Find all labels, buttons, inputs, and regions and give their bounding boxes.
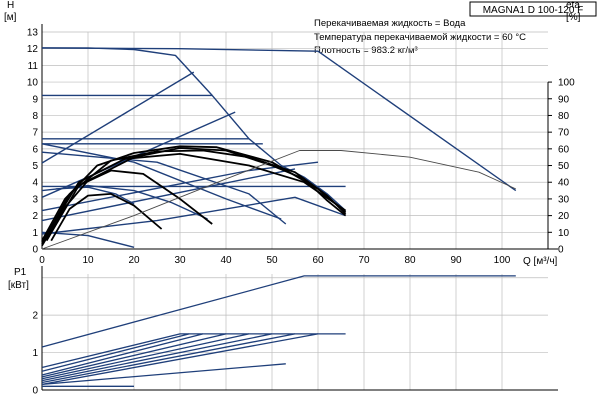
- qh-xtick-label: 90: [450, 255, 462, 266]
- qh-xtick-label: 60: [312, 255, 324, 266]
- qh-xlabel: Q [м³/ч]: [523, 256, 558, 267]
- qh-y2label-line1: eta: [566, 0, 580, 11]
- qh-y2tick-label: 20: [558, 211, 570, 222]
- qh-xtick-label: 70: [358, 255, 370, 266]
- qh-xtick-label: 10: [82, 255, 94, 266]
- p1-series-power-9: [41, 363, 286, 386]
- info-liquid: Перекачиваемая жидкость = Вода: [314, 18, 466, 29]
- qh-series-pump-13: [41, 184, 208, 220]
- qh-ytick-label: 5: [32, 161, 38, 172]
- qh-series-pump-2: [41, 71, 195, 164]
- qh-ytick-label: 11: [28, 61, 39, 72]
- qh-ytick-label: 1: [32, 228, 38, 239]
- p1-series-power-6: [41, 333, 273, 382]
- p1-ytick-label: 1: [32, 348, 38, 359]
- p1-series-power-0: [41, 275, 516, 348]
- qh-ytick-label: 4: [32, 178, 38, 189]
- qh-xtick-label: 100: [494, 255, 511, 266]
- qh-y2tick-label: 40: [558, 178, 570, 189]
- p1-series-power-7: [41, 333, 296, 384]
- qh-ytick-label: 7: [32, 128, 38, 139]
- p1-series-power-1: [41, 333, 346, 369]
- qh-y2tick-label: 60: [558, 144, 570, 155]
- qh-series-pump-1: [41, 47, 517, 192]
- qh-ytick-label: 13: [27, 28, 39, 39]
- qh-ytick-label: 0: [32, 245, 38, 256]
- qh-ytick-label: 6: [32, 144, 38, 155]
- qh-series-pump-11: [41, 143, 282, 220]
- qh-y2tick-label: 50: [558, 161, 570, 172]
- p1-series-power-8: [41, 333, 319, 386]
- qh-series-pump-14: [55, 186, 135, 205]
- qh-y2tick-label: 0: [558, 245, 564, 256]
- qh-ylabel-line2: [м]: [4, 12, 17, 23]
- p1-series-power-5: [41, 333, 250, 380]
- info-density: Плотность = 983.2 кг/м³: [314, 45, 418, 56]
- qh-xtick-label: 20: [128, 255, 140, 266]
- qh-ytick-label: 3: [32, 194, 38, 205]
- qh-ytick-label: 9: [32, 94, 38, 105]
- qh-y2tick-label: 80: [558, 111, 570, 122]
- qh-series-eta-20: [45, 169, 213, 242]
- qh-xtick-label: 40: [220, 255, 232, 266]
- model-label: MAGNA1 D 100-120 F: [483, 5, 584, 16]
- qh-y2tick-label: 30: [558, 194, 570, 205]
- qh-ytick-label: 10: [27, 78, 39, 89]
- info-temperature: Температура перекачиваемой жидкости = 60…: [314, 32, 526, 43]
- qh-ytick-label: 2: [32, 211, 38, 222]
- qh-y2tick-label: 90: [558, 94, 570, 105]
- qh-series-pump-15: [41, 231, 135, 248]
- qh-xtick-label: 0: [39, 255, 45, 266]
- p1-ylabel-line1: P1: [14, 267, 27, 278]
- qh-xtick-label: 50: [266, 255, 278, 266]
- qh-y2tick-label: 10: [558, 228, 570, 239]
- p1-ytick-label: 2: [32, 311, 38, 322]
- model-box: [469, 1, 597, 17]
- qh-xtick-label: 80: [404, 255, 416, 266]
- qh-ylabel-line1: H: [7, 0, 14, 11]
- qh-ytick-label: 12: [27, 44, 39, 55]
- qh-y2tick-label: 100: [558, 78, 575, 89]
- qh-series-eta-21: [50, 193, 163, 242]
- p1-ytick-label: 0: [32, 386, 38, 397]
- p1-ylabel-line2: [кВт]: [8, 280, 29, 291]
- qh-y2tick-label: 70: [558, 128, 570, 139]
- qh-series-pump-6: [41, 196, 346, 235]
- p1-series-power-2: [41, 333, 190, 372]
- qh-series-pump-12: [41, 151, 287, 225]
- qh-series-pump-5: [41, 168, 296, 222]
- qh-series-npsh-22: [41, 150, 516, 250]
- qh-xtick-label: 30: [174, 255, 186, 266]
- p1-series-power-3: [41, 333, 204, 376]
- qh-series-eta-19: [41, 153, 347, 243]
- qh-ytick-label: 8: [32, 111, 38, 122]
- p1-series-power-4: [41, 333, 227, 378]
- qh-series-eta-18: [41, 145, 347, 242]
- qh-y2label-line2: [%]: [566, 12, 581, 23]
